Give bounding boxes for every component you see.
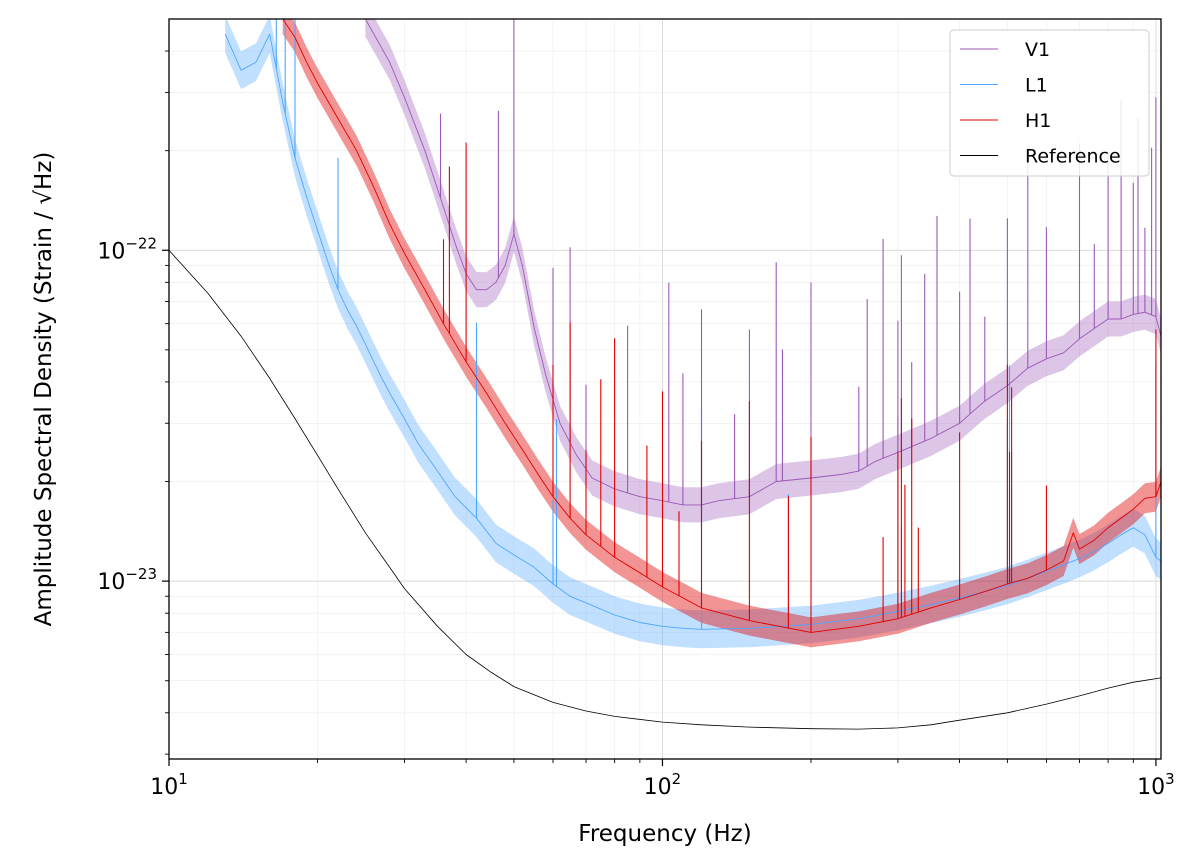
- legend-label-l1: L1: [1025, 75, 1048, 97]
- axis-ticks: 101 102 103 10−23 10−22: [97, 50, 1175, 800]
- x-axis-label: Frequency (Hz): [578, 821, 751, 847]
- series-lines: [169, 19, 1161, 730]
- plot-frame: [168, 18, 1162, 760]
- grid: [168, 19, 1161, 759]
- reference-line: [169, 250, 1161, 730]
- v1-line: [365, 19, 1161, 506]
- x-tick-label: 102: [644, 770, 682, 800]
- y-axis-label: Amplitude Spectral Density (Strain / √Hz…: [31, 152, 57, 627]
- h1-line: [282, 19, 1161, 633]
- legend-label-h1: H1: [1025, 110, 1051, 132]
- confidence-bands: [225, 19, 1161, 649]
- y-tick-label: 10−23: [97, 565, 157, 595]
- l1-line: [224, 33, 1161, 630]
- legend-label-reference: Reference: [1025, 146, 1121, 168]
- legend-box: [949, 29, 1150, 177]
- legend-label-v1: V1: [1025, 39, 1050, 61]
- y-tick-label: 10−22: [97, 234, 157, 264]
- x-tick-label: 101: [150, 770, 188, 800]
- x-tick-label: 103: [1137, 770, 1175, 800]
- legend: V1 L1 H1 Reference: [949, 29, 1150, 177]
- l1-band: [225, 19, 1161, 649]
- v1-band: [365, 19, 1161, 523]
